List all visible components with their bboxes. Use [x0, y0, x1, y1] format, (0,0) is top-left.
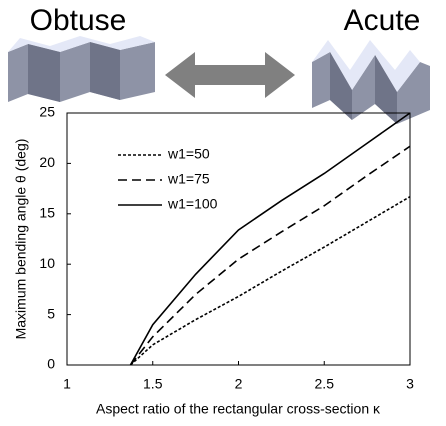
series-line [129, 195, 411, 366]
x-tick-label: 2.5 [315, 376, 335, 392]
plot-frame [66, 112, 411, 366]
y-tick-label: 20 [39, 154, 55, 170]
y-tick-label: 25 [39, 104, 55, 120]
x-axis-label: Aspect ratio of the rectangular cross-se… [96, 401, 381, 417]
obtuse-illustration [8, 36, 155, 102]
y-axis-label: Maximum bending angle θ (deg) [13, 139, 29, 340]
y-tick-label: 10 [39, 255, 55, 271]
acute-illustration [312, 40, 430, 124]
x-tick-label: 2 [235, 376, 243, 392]
legend-label: w1=75 [167, 171, 210, 187]
legend-label: w1=50 [167, 146, 210, 162]
y-tick-label: 15 [39, 205, 55, 221]
legend-label: w1=100 [167, 196, 218, 212]
x-tick-label: 3 [406, 376, 414, 392]
x-tick-label: 1 [63, 376, 71, 392]
y-tick-label: 0 [47, 356, 55, 372]
acute-label: Acute [344, 4, 421, 37]
x-tick-label: 1.5 [143, 376, 163, 392]
series-line [129, 145, 411, 366]
plot: 0 5 10 15 20 25 1 1.5 2 2.5 3 w1=50 w1=75 w1=100 [39, 104, 414, 392]
double-arrow [165, 52, 295, 98]
series-line [129, 112, 411, 366]
obtuse-label: Obtuse [30, 4, 127, 37]
y-tick-label: 5 [47, 305, 55, 321]
